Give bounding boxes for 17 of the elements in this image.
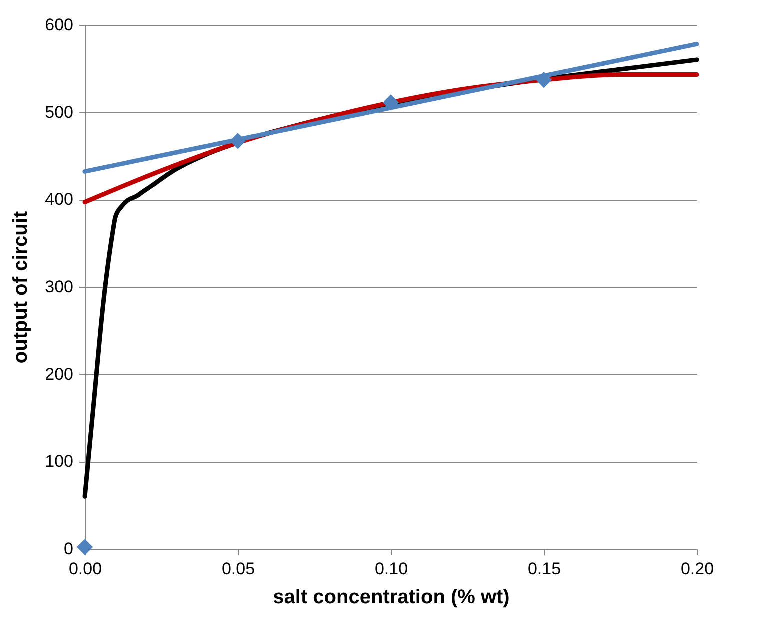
x-axis-title: salt concentration (% wt) [273,586,510,608]
x-tick-label: 0.10 [374,560,408,578]
point [76,539,94,556]
y-tick-label: 200 [45,364,74,384]
x-tick-label: 0.00 [68,560,102,578]
y-tick-label: 300 [45,278,74,296]
y-tick-label: 100 [45,452,74,472]
point [382,94,400,111]
x-tick-label: 0.20 [680,560,714,578]
y-tick-label: 0 [64,540,74,558]
point [536,72,552,88]
y-tick-label: 500 [45,102,74,122]
y-tick-label: 600 [45,16,74,34]
y-axis-title: output of circuit [10,211,32,364]
x-tick-label: 0.15 [528,560,562,578]
y-tick-label: 400 [45,190,74,210]
x-tick-label: 0.05 [222,560,256,578]
